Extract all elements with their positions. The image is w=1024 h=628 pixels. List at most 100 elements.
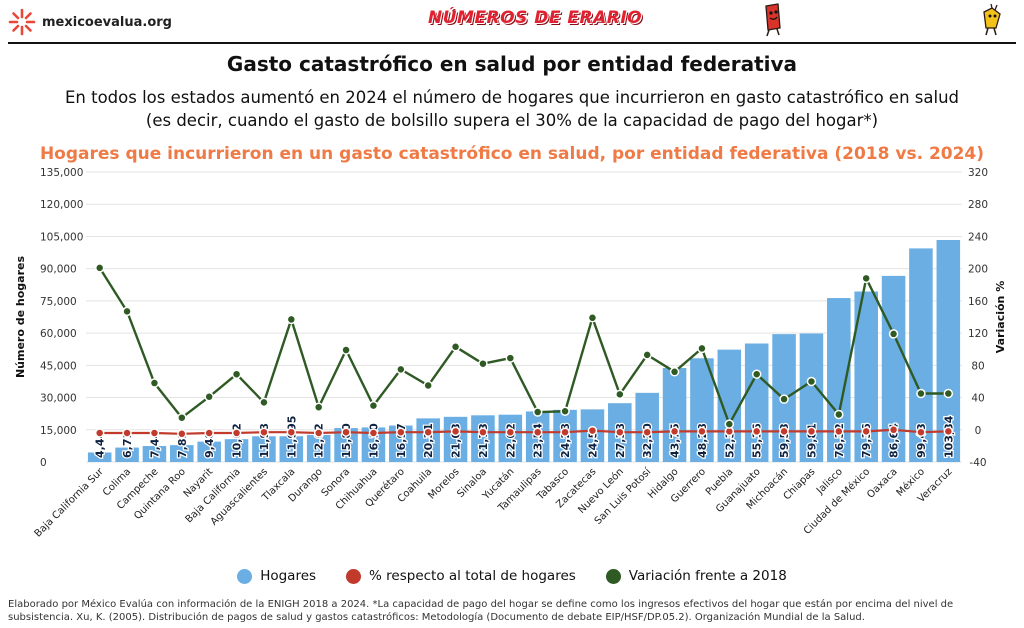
- y-axis-title: Número de hogares: [14, 256, 27, 379]
- pct-series-point: [779, 426, 789, 437]
- variation-series-point: [478, 358, 488, 369]
- pct-series-point: [943, 426, 954, 437]
- pct-series-point: [122, 428, 132, 438]
- pct-series-point: [806, 426, 817, 437]
- bar: [717, 349, 742, 462]
- bar: [224, 439, 249, 462]
- legend-item-hogares[interactable]: Hogares: [237, 568, 316, 584]
- bar: [416, 418, 440, 462]
- bar: [361, 427, 386, 462]
- variation-series-point: [341, 345, 351, 355]
- y2-tick-label: 80: [971, 360, 984, 372]
- pct-series-point: [149, 428, 160, 438]
- pct-series-point: [341, 427, 351, 437]
- bar-data-label: 7,44: [148, 431, 161, 458]
- variation-series-point: [916, 388, 926, 399]
- bar: [115, 447, 139, 462]
- bar: [252, 436, 276, 462]
- bar: [827, 298, 851, 462]
- y-tick-label: 60,000: [40, 328, 77, 340]
- pct-series-point: [368, 428, 379, 438]
- variation-series-point: [368, 400, 379, 411]
- variation-series-point: [615, 389, 625, 400]
- y2-tick-label: 320: [968, 167, 988, 179]
- combo-chart: 135,000 120,000 105,000 90,000 75,000 60,000 4…: [14, 167, 1007, 540]
- variation-series-point: [423, 380, 433, 391]
- chart-title: Hogares que incurrieron en un gasto cata…: [39, 144, 985, 164]
- yellow-mascot-icon: [983, 3, 1001, 36]
- bar-data-label: 16,10: [367, 423, 380, 458]
- variation-series-point: [888, 329, 899, 339]
- pct-series-point: [916, 427, 926, 437]
- pct-series-point: [505, 427, 516, 437]
- y-tick-label: 30,000: [40, 393, 77, 405]
- variation-series-point: [450, 342, 461, 352]
- legend-swatch-red: [346, 568, 362, 584]
- y-tick-label: 105,000: [40, 231, 83, 243]
- pct-series-point: [286, 427, 297, 437]
- pct-series-point: [423, 427, 433, 437]
- page-subtitle: En todos los estados aumentó en 2024 el …: [64, 88, 959, 130]
- pct-series-point: [259, 427, 269, 437]
- variation-series-point: [861, 273, 871, 284]
- source-note: Elaborado por México Evalúa con informac…: [8, 599, 954, 623]
- bar: [334, 428, 358, 462]
- bar: [142, 446, 167, 462]
- page-title: Gasto catastrófico en salud por entidad …: [226, 52, 798, 76]
- pct-series-point: [861, 426, 871, 437]
- legend-label: % respecto al total de hogares: [369, 568, 576, 584]
- pct-series-point: [478, 427, 488, 437]
- y2-tick-label: 280: [968, 199, 988, 211]
- pct-series-point: [669, 426, 680, 437]
- y2-tick-label: -40: [969, 457, 986, 469]
- x-tick-label: Oaxaca: [865, 466, 899, 500]
- variation-series-point: [943, 388, 954, 399]
- pct-series-point: [532, 427, 543, 437]
- y-tick-label: 90,000: [40, 264, 77, 276]
- bar-data-label: 24,5: [586, 431, 599, 458]
- x-tick-label: Quintana Roo: [132, 466, 188, 522]
- variation-series-point: [532, 407, 543, 417]
- variation-series-point: [642, 350, 652, 360]
- pct-series-point: [231, 428, 242, 438]
- bar: [799, 333, 824, 462]
- legend-item-porcentaje[interactable]: % respecto al total de hogares: [346, 568, 576, 584]
- bar: [580, 409, 605, 462]
- y2-tick-label: 160: [968, 296, 988, 308]
- variation-series-point: [313, 402, 324, 412]
- legend-item-variacion[interactable]: Variación frente a 2018: [605, 568, 787, 584]
- y2-tick-label: 120: [968, 328, 988, 340]
- bar: [635, 392, 659, 462]
- variation-series-point: [779, 394, 789, 404]
- pct-series-point: [697, 426, 707, 437]
- variation-series-point: [94, 263, 105, 273]
- pct-series-point: [177, 429, 187, 439]
- pct-series-point: [642, 427, 652, 437]
- legend-swatch-blue: [237, 568, 253, 584]
- variation-series-point: [834, 409, 844, 420]
- bar: [197, 441, 221, 462]
- bar: [471, 415, 495, 462]
- x-tick-label: Baja California Sur: [33, 466, 107, 540]
- bar: [306, 434, 331, 462]
- variation-series-point: [286, 314, 297, 325]
- variation-series-point: [669, 367, 680, 377]
- brand[interactable]: mexicoevalua.org: [8, 8, 172, 36]
- sunburst-logo-icon: [8, 8, 36, 36]
- chart-legend: Hogares % respecto al total de hogares V…: [0, 568, 1024, 584]
- y-tick-label: 45,000: [40, 360, 77, 372]
- bar-data-label: 4,44: [94, 431, 107, 458]
- pct-series-point: [888, 425, 899, 435]
- pct-series-point: [450, 426, 461, 437]
- variation-series-point: [122, 306, 132, 317]
- legend-swatch-green: [605, 568, 621, 584]
- variation-series-point: [259, 397, 269, 408]
- variation-series-point: [806, 376, 817, 387]
- y2-tick-label: 40: [971, 393, 984, 405]
- bar: [909, 248, 933, 462]
- variation-series-point: [751, 369, 762, 379]
- pct-series-point: [834, 426, 844, 437]
- top-bar: mexicoevalua.org NÚMEROS DE ERARIO: [0, 0, 1024, 42]
- bar: [854, 291, 878, 462]
- bar: [936, 240, 961, 462]
